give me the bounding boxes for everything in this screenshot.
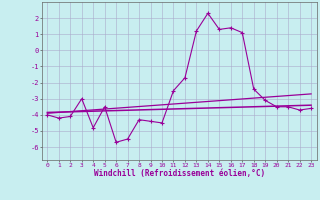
X-axis label: Windchill (Refroidissement éolien,°C): Windchill (Refroidissement éolien,°C): [94, 169, 265, 178]
